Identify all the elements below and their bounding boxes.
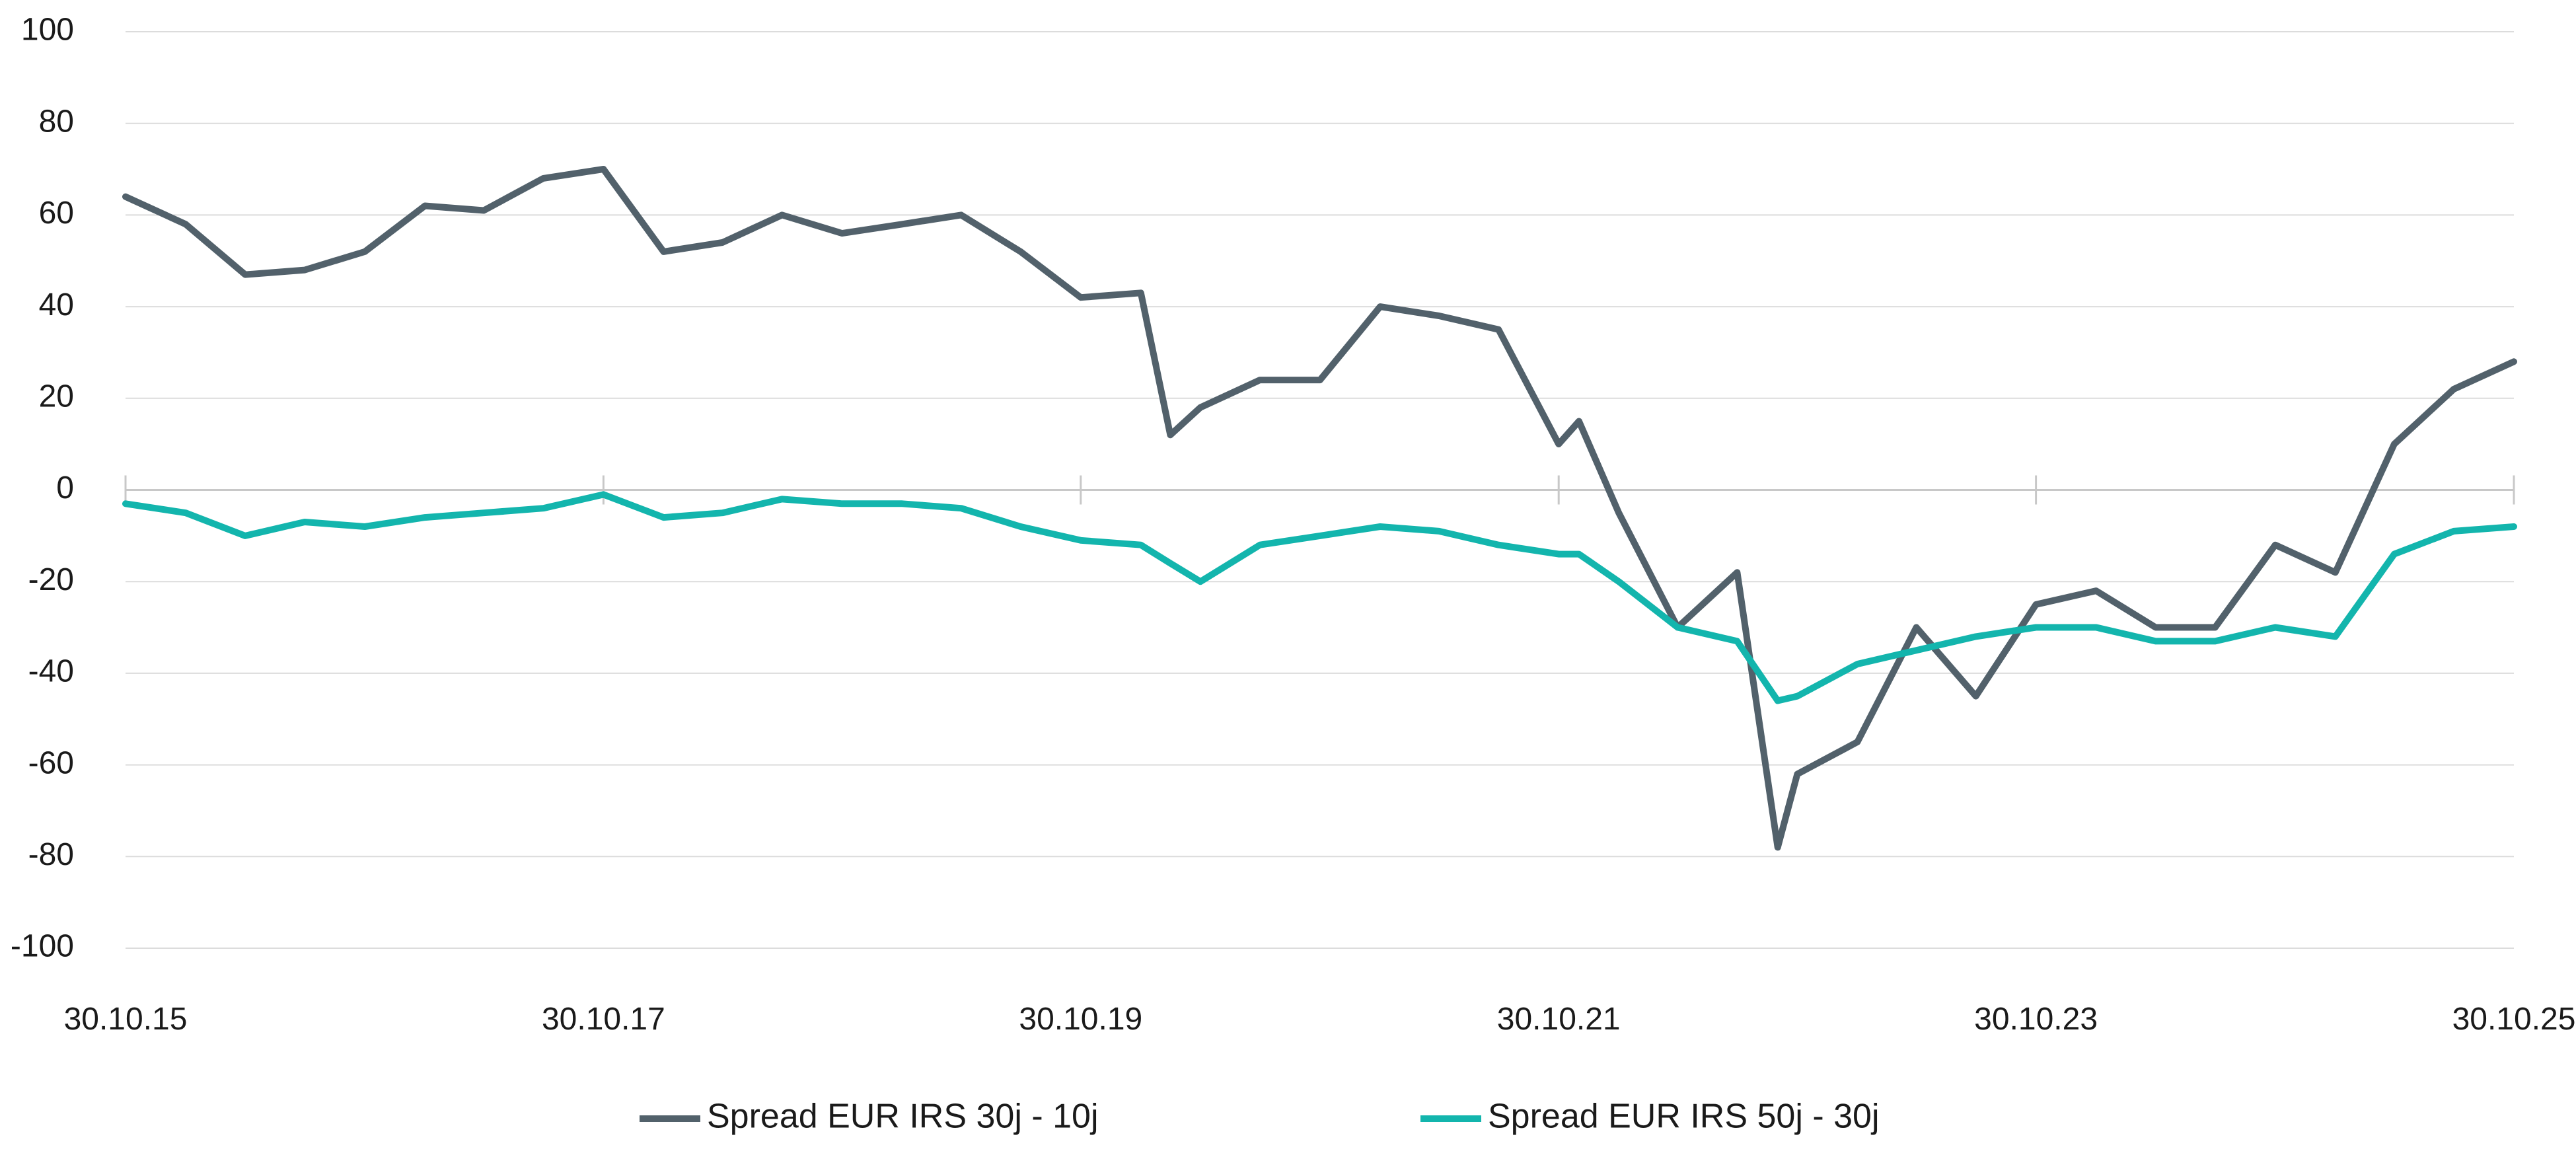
y-tick-label: -20: [28, 562, 74, 597]
legend-label-spread-30-10: Spread EUR IRS 30j - 10j: [707, 1098, 1099, 1136]
y-tick-label: -40: [28, 654, 74, 689]
x-tick-label: 30.10.25: [2452, 1002, 2576, 1037]
legend: Spread EUR IRS 30j - 10j Spread EUR IRS …: [640, 1098, 1880, 1136]
y-tick-label: 40: [39, 287, 74, 322]
x-tick-label: 30.10.23: [1974, 1002, 2098, 1037]
y-tick-label: 60: [39, 196, 74, 231]
x-tick-label: 30.10.21: [1497, 1002, 1621, 1037]
y-tick-label: -80: [28, 837, 74, 872]
y-tick-label: -60: [28, 745, 74, 780]
legend-label-spread-50-30: Spread EUR IRS 50j - 30j: [1488, 1098, 1880, 1136]
gridlines: [126, 31, 2514, 949]
x-tick-label: 30.10.17: [542, 1002, 665, 1037]
series-line-0: [122, 166, 2517, 851]
series-lines: [122, 166, 2517, 851]
y-tick-label: 80: [39, 104, 74, 139]
y-tick-label: 100: [21, 13, 74, 48]
series-line-1: [122, 491, 2517, 704]
x-axis: 30.10.15 30.10.17 30.10.19 30.10.21 30.10.23…: [64, 475, 2576, 1037]
x-tick-label: 30.10.15: [64, 1002, 188, 1037]
x-tick-label: 30.10.19: [1019, 1002, 1142, 1037]
y-axis-tick-labels: 100 80 60 40 20 0 -20 -40 -60 -80 -100: [11, 13, 74, 964]
y-tick-label: 20: [39, 379, 74, 414]
y-tick-label: -100: [11, 929, 74, 964]
y-tick-label: 0: [56, 470, 74, 505]
